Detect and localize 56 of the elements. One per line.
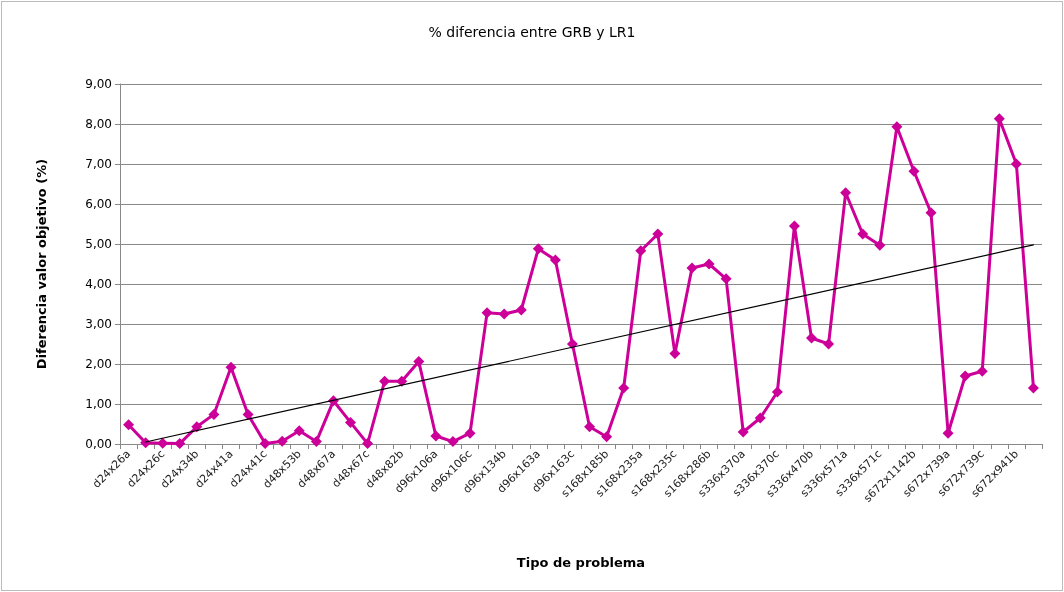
y-tick-label: 0,00 bbox=[85, 437, 112, 451]
point bbox=[532, 243, 544, 255]
point bbox=[635, 245, 647, 257]
point bbox=[447, 436, 459, 448]
point bbox=[925, 207, 937, 219]
point bbox=[430, 430, 442, 442]
point bbox=[310, 436, 322, 448]
point bbox=[242, 408, 254, 420]
point bbox=[464, 427, 476, 439]
point bbox=[618, 382, 630, 394]
point bbox=[396, 375, 408, 387]
point bbox=[823, 338, 835, 350]
point bbox=[1027, 382, 1039, 394]
y-tick-label: 3,00 bbox=[85, 317, 112, 331]
y-axis-title: Diferencia valor objetivo (%) bbox=[34, 158, 49, 370]
point bbox=[413, 356, 425, 368]
point bbox=[652, 228, 664, 240]
point bbox=[549, 254, 561, 266]
point bbox=[908, 165, 920, 177]
y-tick-label: 9,00 bbox=[85, 77, 112, 91]
point bbox=[174, 438, 186, 450]
y-tick-label: 6,00 bbox=[85, 197, 112, 211]
point bbox=[123, 419, 135, 431]
point bbox=[276, 435, 288, 447]
point bbox=[584, 421, 596, 433]
y-tick-label: 8,00 bbox=[85, 117, 112, 131]
point bbox=[601, 431, 613, 443]
point bbox=[720, 273, 732, 285]
point bbox=[874, 239, 886, 251]
point bbox=[754, 412, 766, 424]
point bbox=[345, 416, 356, 428]
y-tick-label: 1,00 bbox=[85, 397, 112, 411]
chart-title: % diferencia entre GRB y LR1 bbox=[428, 24, 636, 40]
y-tick-label: 2,00 bbox=[85, 357, 112, 371]
y-tick-label: 5,00 bbox=[85, 237, 112, 251]
point bbox=[976, 365, 988, 377]
point bbox=[362, 438, 374, 450]
x-axis-title: Tipo de problema bbox=[516, 555, 646, 570]
point bbox=[959, 370, 971, 382]
point bbox=[1010, 158, 1022, 170]
point bbox=[737, 426, 749, 438]
point bbox=[225, 361, 237, 373]
point bbox=[293, 425, 305, 437]
point bbox=[771, 386, 783, 398]
point bbox=[515, 304, 527, 316]
point bbox=[857, 228, 869, 240]
point bbox=[259, 438, 271, 450]
point bbox=[686, 262, 698, 274]
point bbox=[481, 307, 493, 319]
y-tick-label: 7,00 bbox=[85, 157, 112, 171]
point bbox=[703, 258, 715, 270]
point bbox=[498, 308, 510, 320]
point bbox=[806, 332, 817, 344]
point bbox=[191, 421, 203, 433]
point bbox=[208, 408, 220, 420]
y-tick-label: 4,00 bbox=[85, 277, 112, 291]
